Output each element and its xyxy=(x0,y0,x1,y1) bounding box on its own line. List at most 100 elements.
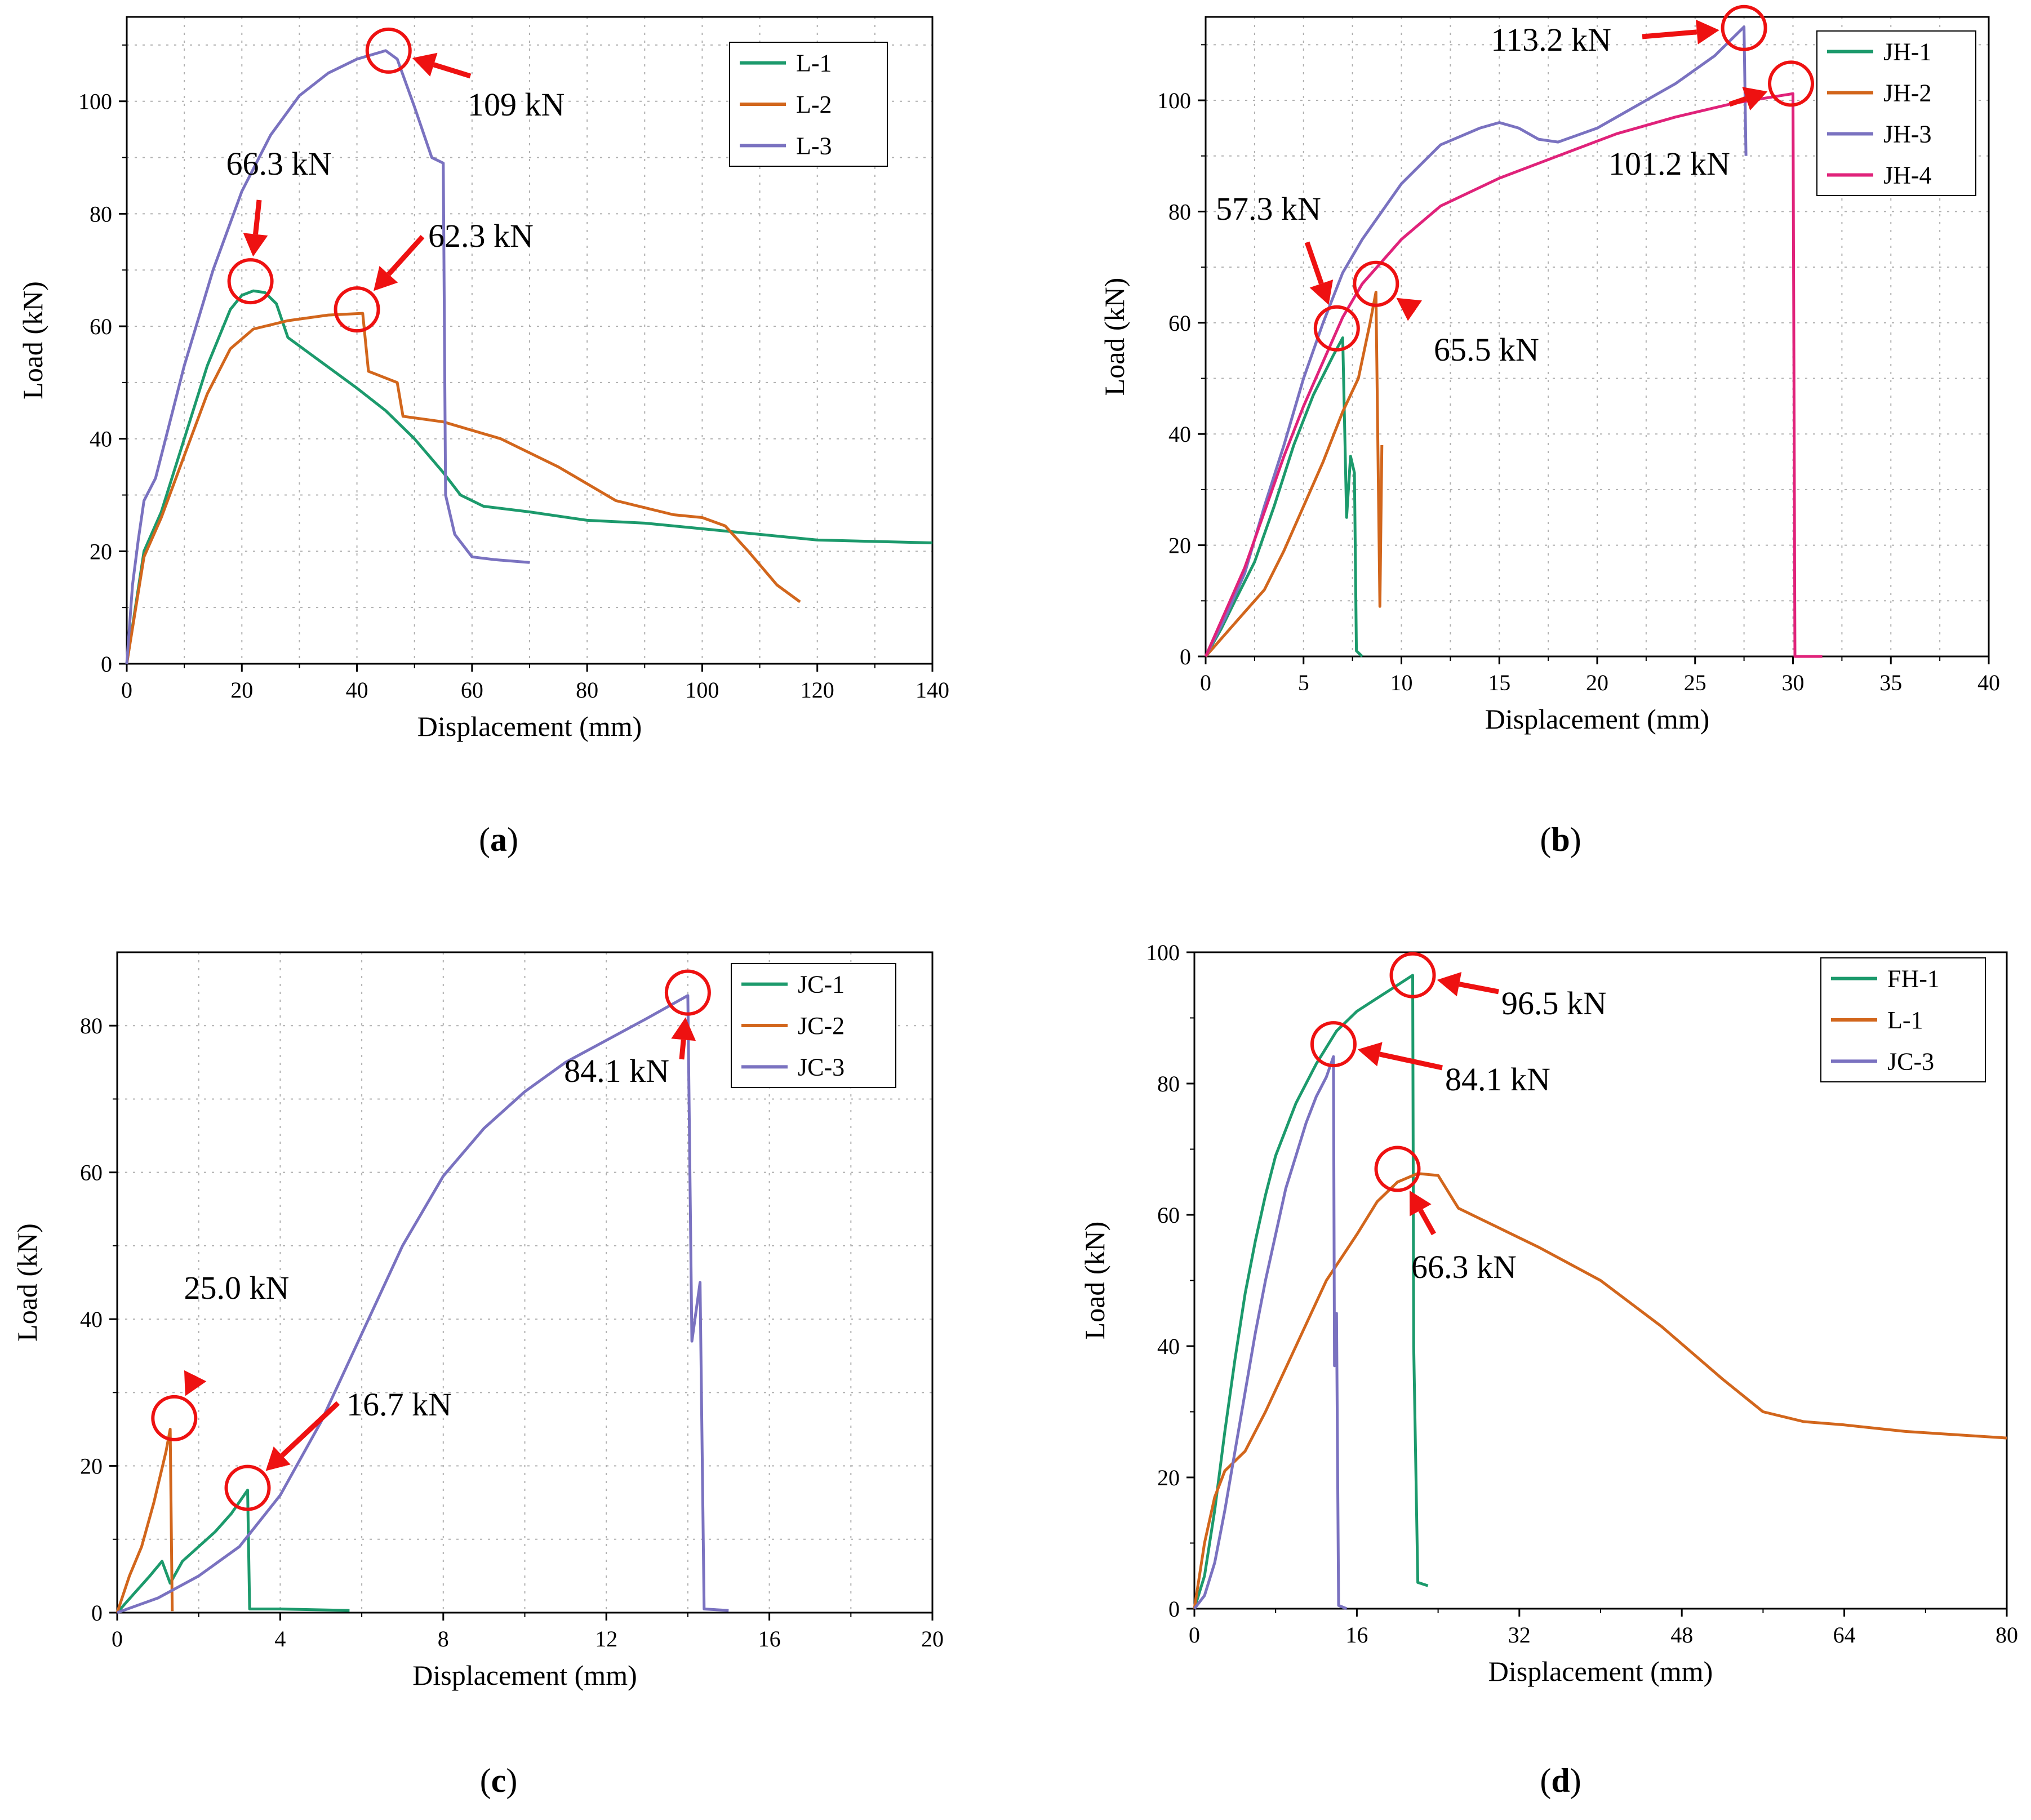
legend-label: JC-2 xyxy=(798,1012,845,1040)
legend-label: L-1 xyxy=(1887,1006,1923,1034)
annotation-label: 109 kN xyxy=(468,86,565,123)
peak-marker-circle xyxy=(1353,260,1399,307)
annotation-label: 57.3 kN xyxy=(1216,190,1321,227)
annotation-arrowhead xyxy=(265,1446,291,1471)
annotation-arrow xyxy=(1304,241,1324,285)
legend-label: L-2 xyxy=(796,91,832,118)
y-axis-label: Load (kN) xyxy=(1079,1222,1110,1340)
y-tick-label: 80 xyxy=(90,201,112,227)
annotation-label: 101.2 kN xyxy=(1608,145,1730,182)
annotation-arrowhead xyxy=(1409,1190,1432,1217)
y-axis-label: Load (kN) xyxy=(1099,278,1130,396)
peak-marker-circle xyxy=(365,27,412,74)
peak-marker-circle xyxy=(334,286,380,333)
annotation-label: 65.5 kN xyxy=(1434,331,1539,368)
x-axis-label: Displacement (mm) xyxy=(417,711,642,742)
annotation-arrow xyxy=(1459,982,1499,995)
annotation-arrow xyxy=(1642,29,1697,39)
peak-marker-circle xyxy=(664,969,711,1016)
legend-label: JH-3 xyxy=(1883,121,1932,148)
y-tick-label: 40 xyxy=(1157,1334,1180,1359)
series-line-fh-1 xyxy=(1193,974,1429,1609)
series-line-jh-4 xyxy=(1204,92,1823,658)
panel-caption: (c) xyxy=(480,1762,518,1799)
x-tick-label: 16 xyxy=(1345,1622,1368,1648)
x-tick-label: 10 xyxy=(1390,670,1413,695)
y-tick-label: 100 xyxy=(1146,940,1180,965)
legend-label: FH-1 xyxy=(1887,965,1940,993)
legend-label: JC-3 xyxy=(798,1053,845,1081)
y-tick-label: 80 xyxy=(80,1013,103,1038)
x-tick-label: 35 xyxy=(1879,670,1902,695)
y-tick-label: 80 xyxy=(1157,1071,1180,1097)
legend-box xyxy=(1816,30,1976,196)
peak-marker-circle xyxy=(1374,1146,1421,1192)
x-tick-label: 30 xyxy=(1782,670,1805,695)
annotation-label: 25.0 kN xyxy=(184,1269,290,1306)
annotation-arrowhead xyxy=(1357,1042,1383,1067)
legend: JH-1 JH-2 JH-3 JH-4 xyxy=(1816,30,1976,196)
series-line-jc-2 xyxy=(115,1427,174,1613)
x-tick-label: 12 xyxy=(595,1626,617,1652)
chart-d: 0 16 32 48 64 80 0 20 40 60 80 100 Displacement (mm)… xyxy=(1079,940,2018,1799)
x-tick-label: 20 xyxy=(230,677,253,703)
legend: JC-1 JC-2 JC-3 xyxy=(731,963,896,1088)
peak-marker-circle xyxy=(1310,1021,1357,1068)
x-tick-label: 80 xyxy=(576,677,598,703)
annotation-arrowhead xyxy=(1396,298,1422,321)
y-tick-label: 60 xyxy=(1157,1202,1180,1228)
annotation-arrow xyxy=(1418,1209,1436,1236)
legend-label: L-1 xyxy=(796,50,832,77)
series-line-jc-1 xyxy=(116,1489,350,1614)
grid xyxy=(127,17,932,664)
peak-marker-circle xyxy=(151,1395,198,1441)
y-tick-label: 100 xyxy=(1157,88,1191,113)
y-tick-label: 0 xyxy=(1180,644,1191,669)
x-tick-label: 60 xyxy=(461,677,483,703)
y-tick-label: 20 xyxy=(80,1454,103,1479)
y-tick-label: 0 xyxy=(91,1600,103,1626)
annotation-arrowhead xyxy=(374,265,398,291)
annotation-arrowhead xyxy=(243,233,268,257)
annotation-label: 16.7 kN xyxy=(346,1386,452,1423)
annotation-arrowhead xyxy=(1696,19,1719,45)
x-tick-label: 80 xyxy=(1996,1622,2018,1648)
y-tick-label: 40 xyxy=(90,427,112,452)
series-line-l-1 xyxy=(1193,1172,2007,1609)
chart-a: 0 20 40 60 80 100 120 140 0 20 40 60 80 100 Displaceme… xyxy=(17,16,949,858)
peak-marker-circle xyxy=(1721,5,1767,51)
x-tick-label: 20 xyxy=(921,1626,944,1652)
peak-marker-circle xyxy=(224,1464,271,1511)
y-axis-label: Load (kN) xyxy=(17,281,48,399)
x-tick-label: 64 xyxy=(1833,1622,1856,1648)
x-tick-label: 40 xyxy=(346,677,368,703)
x-axis-label: Displacement (mm) xyxy=(1488,1655,1713,1687)
x-tick-label: 0 xyxy=(1200,670,1211,695)
series-line-l-1 xyxy=(125,289,933,664)
series-line-l-2 xyxy=(125,312,801,664)
annotation-label: 96.5 kN xyxy=(1501,985,1607,1022)
y-tick-label: 40 xyxy=(1168,421,1191,447)
annotation-arrowhead xyxy=(671,1017,696,1041)
annotation-label: 66.3 kN xyxy=(226,145,332,182)
panel-caption: (d) xyxy=(1540,1762,1581,1799)
panel-caption: (a) xyxy=(479,821,518,858)
annotation-arrowhead xyxy=(184,1370,207,1396)
annotation-arrowhead xyxy=(1437,971,1462,997)
annotation-label: 62.3 kN xyxy=(428,217,534,254)
x-tick-label: 40 xyxy=(1977,670,2000,695)
legend-label: JH-1 xyxy=(1883,38,1932,66)
annotation-label: 84.1 kN xyxy=(564,1053,669,1089)
x-tick-label: 8 xyxy=(438,1626,449,1652)
annotation-arrow xyxy=(253,199,262,235)
annotation-arrowhead xyxy=(1309,279,1334,305)
annotation-arrowhead xyxy=(1742,87,1768,111)
annotation-label: 66.3 kN xyxy=(1411,1249,1517,1285)
x-tick-label: 48 xyxy=(1670,1622,1693,1648)
annotation-label: 84.1 kN xyxy=(1445,1061,1550,1098)
x-tick-label: 20 xyxy=(1586,670,1608,695)
y-tick-label: 20 xyxy=(90,539,112,564)
annotation-arrow xyxy=(1379,1051,1443,1071)
y-tick-label: 60 xyxy=(80,1160,103,1186)
